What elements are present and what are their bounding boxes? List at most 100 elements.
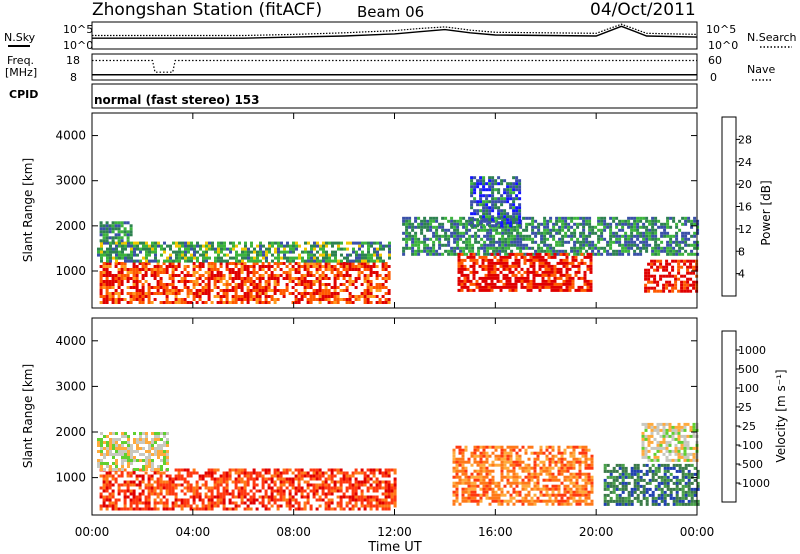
power-cell bbox=[453, 240, 457, 244]
power-cell bbox=[645, 231, 649, 235]
power-cell bbox=[387, 271, 391, 274]
power-cell bbox=[348, 268, 352, 271]
power-cell bbox=[315, 268, 319, 271]
power-cell bbox=[618, 252, 622, 256]
power-cell bbox=[480, 222, 484, 226]
power-cell bbox=[568, 276, 572, 280]
velocity-cell bbox=[147, 489, 151, 493]
velocity-cell bbox=[458, 448, 462, 452]
velocity-cell bbox=[126, 486, 130, 490]
power-cell bbox=[264, 289, 268, 292]
power-cell bbox=[120, 274, 124, 277]
velocity-cell bbox=[183, 492, 187, 496]
power-cell bbox=[375, 295, 379, 298]
velocity-cell bbox=[183, 477, 187, 481]
power-cell bbox=[564, 234, 568, 238]
power-cell bbox=[318, 295, 322, 298]
power-cell bbox=[597, 219, 601, 223]
power-cell bbox=[508, 267, 512, 271]
power-cell bbox=[405, 240, 409, 244]
power-cell bbox=[498, 252, 502, 256]
velocity-cell bbox=[102, 477, 106, 481]
power-cell bbox=[488, 218, 492, 222]
power-cell bbox=[689, 283, 693, 287]
velocity-cell bbox=[111, 477, 115, 481]
power-cell bbox=[517, 252, 521, 256]
velocity-cell bbox=[174, 504, 178, 508]
power-cell bbox=[485, 194, 489, 198]
power-cell bbox=[292, 256, 295, 260]
power-cell bbox=[580, 288, 584, 292]
velocity-cell bbox=[276, 474, 280, 478]
power-cell bbox=[207, 298, 211, 301]
power-cell bbox=[129, 227, 133, 231]
power-cell bbox=[456, 243, 460, 247]
power-cell bbox=[355, 241, 358, 245]
power-cell bbox=[472, 270, 476, 274]
power-cell bbox=[145, 247, 148, 251]
power-cell bbox=[292, 259, 295, 263]
power-cell bbox=[177, 262, 181, 265]
power-cell bbox=[328, 241, 331, 245]
power-cell bbox=[312, 289, 316, 292]
velocity-cell bbox=[452, 448, 456, 452]
velocity-cell bbox=[518, 499, 522, 503]
velocity-cell bbox=[572, 493, 576, 497]
velocity-cell bbox=[572, 499, 576, 503]
power-cell bbox=[552, 249, 556, 253]
power-cell bbox=[674, 274, 678, 278]
power-cell bbox=[367, 241, 370, 245]
velocity-cell bbox=[494, 499, 498, 503]
velocity-cell bbox=[360, 504, 364, 508]
velocity-cell bbox=[539, 493, 543, 497]
power-cell bbox=[544, 270, 548, 274]
power-cell bbox=[291, 268, 295, 271]
velocity-cell bbox=[524, 475, 528, 479]
power-cell bbox=[478, 285, 482, 289]
power-cell bbox=[165, 286, 169, 289]
power-cell bbox=[500, 215, 504, 219]
velocity-cell bbox=[183, 468, 187, 472]
velocity-cell bbox=[330, 489, 334, 493]
power-cell bbox=[199, 244, 202, 248]
power-cell bbox=[466, 255, 470, 259]
power-cell bbox=[597, 216, 601, 220]
velocity-cell bbox=[636, 487, 640, 491]
velocity-cell bbox=[126, 483, 130, 487]
power-cell bbox=[693, 246, 697, 250]
velocity-cell bbox=[270, 486, 274, 490]
velocity-cell bbox=[615, 484, 619, 488]
power-cell bbox=[573, 234, 577, 238]
power-cell bbox=[210, 274, 214, 277]
noise-tick-top-right: 10^5 bbox=[706, 23, 736, 36]
velocity-cell bbox=[288, 498, 292, 502]
velocity-cell bbox=[390, 492, 394, 496]
velocity-cell bbox=[500, 454, 504, 458]
power-cell bbox=[450, 225, 454, 229]
velocity-cell bbox=[186, 480, 190, 484]
velocity-cell bbox=[609, 484, 613, 488]
power-cell bbox=[240, 271, 244, 274]
power-cell bbox=[303, 262, 307, 265]
power-cell bbox=[621, 219, 625, 223]
power-cell bbox=[466, 279, 470, 283]
velocity-cell bbox=[112, 441, 115, 444]
power-cell bbox=[525, 237, 529, 241]
power-cell bbox=[285, 283, 289, 286]
power-cell bbox=[588, 228, 592, 232]
power-cell bbox=[309, 292, 313, 295]
power-cell bbox=[501, 234, 505, 238]
power-cell bbox=[171, 301, 175, 304]
power-cell bbox=[141, 265, 145, 268]
velocity-cell bbox=[342, 492, 346, 496]
power-cell bbox=[506, 200, 510, 204]
power-data-cells bbox=[97, 176, 700, 304]
power-cell bbox=[488, 188, 492, 192]
power-cell bbox=[532, 282, 536, 286]
power-cell bbox=[165, 265, 169, 268]
power-cell bbox=[517, 264, 521, 268]
power-cell bbox=[636, 222, 640, 226]
power-cell bbox=[541, 276, 545, 280]
velocity-cell bbox=[264, 492, 268, 496]
power-cell bbox=[129, 268, 133, 271]
